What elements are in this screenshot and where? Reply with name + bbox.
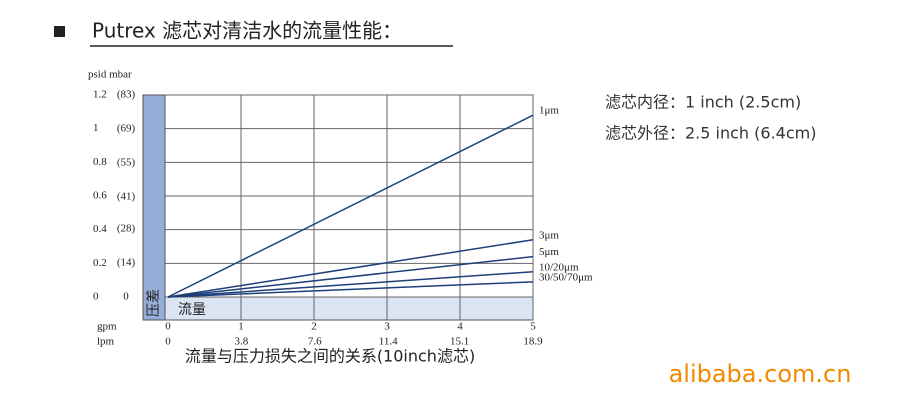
bullet xyxy=(54,26,65,37)
series-label: 3μm xyxy=(539,229,559,241)
series-line xyxy=(167,271,534,298)
y2-tick-label: (83) xyxy=(117,89,136,101)
plot-area xyxy=(142,94,534,321)
y-band xyxy=(142,94,166,321)
y-tick-label: 0.6 xyxy=(93,190,107,202)
series-line xyxy=(167,281,534,298)
y2-tick-label: (41) xyxy=(117,191,136,203)
watermark: alibaba.com.cn xyxy=(669,360,852,388)
x2-tick-label: 0 xyxy=(165,336,171,348)
note: 滤芯内径：1 inch (2.5cm) xyxy=(605,93,801,112)
y-tick-label: 0.8 xyxy=(93,156,107,168)
series-label: 1μm xyxy=(539,105,559,117)
x-tick-label: 1 xyxy=(238,321,244,333)
x2-tick-label: 7.6 xyxy=(308,336,322,348)
note: 滤芯外径：2.5 inch (6.4cm) xyxy=(605,124,816,143)
series-line xyxy=(167,114,534,298)
x2-tick-label: 15.1 xyxy=(450,336,469,348)
x-tick-label: 5 xyxy=(530,321,536,333)
x-tick-label: 0 xyxy=(165,321,171,333)
x-axis-label: gpm xyxy=(97,321,117,333)
series-line xyxy=(167,239,534,298)
y-tick-label: 0 xyxy=(93,291,99,303)
y2-tick-label: (14) xyxy=(117,256,136,268)
series-label: 30/50/70μm xyxy=(539,271,593,283)
x-tick-label: 2 xyxy=(311,321,317,333)
x-tick-label: 4 xyxy=(457,321,463,333)
y2-tick-label: (55) xyxy=(117,157,136,169)
series-label: 5μm xyxy=(539,246,559,258)
x2-axis-label: lpm xyxy=(97,336,115,348)
y2-tick-label: (69) xyxy=(117,123,136,135)
y-tick-label: 1.2 xyxy=(93,89,107,101)
y-band-label: 压差 xyxy=(146,289,162,317)
y-axis-label: psid mbar xyxy=(88,69,132,81)
y-tick-label: 1 xyxy=(93,122,99,134)
x2-tick-label: 3.8 xyxy=(235,336,249,348)
y-tick-label: 0.2 xyxy=(93,257,107,269)
y-tick-label: 0.4 xyxy=(93,223,107,235)
x2-tick-label: 11.4 xyxy=(379,336,398,348)
y2-tick-label: (28) xyxy=(117,222,136,234)
x-tick-label: 3 xyxy=(384,321,390,333)
x2-tick-label: 18.9 xyxy=(523,336,543,348)
x-band-label: 流量 xyxy=(178,302,206,318)
header: Putrex 滤芯对清洁水的流量性能： xyxy=(92,19,402,43)
y2-tick-label: 0 xyxy=(123,291,129,303)
series-line xyxy=(167,255,534,298)
series-label: 10/20μm xyxy=(539,261,579,273)
chart-title: 流量与压力损失之间的关系(10inch滤芯) xyxy=(185,347,475,366)
